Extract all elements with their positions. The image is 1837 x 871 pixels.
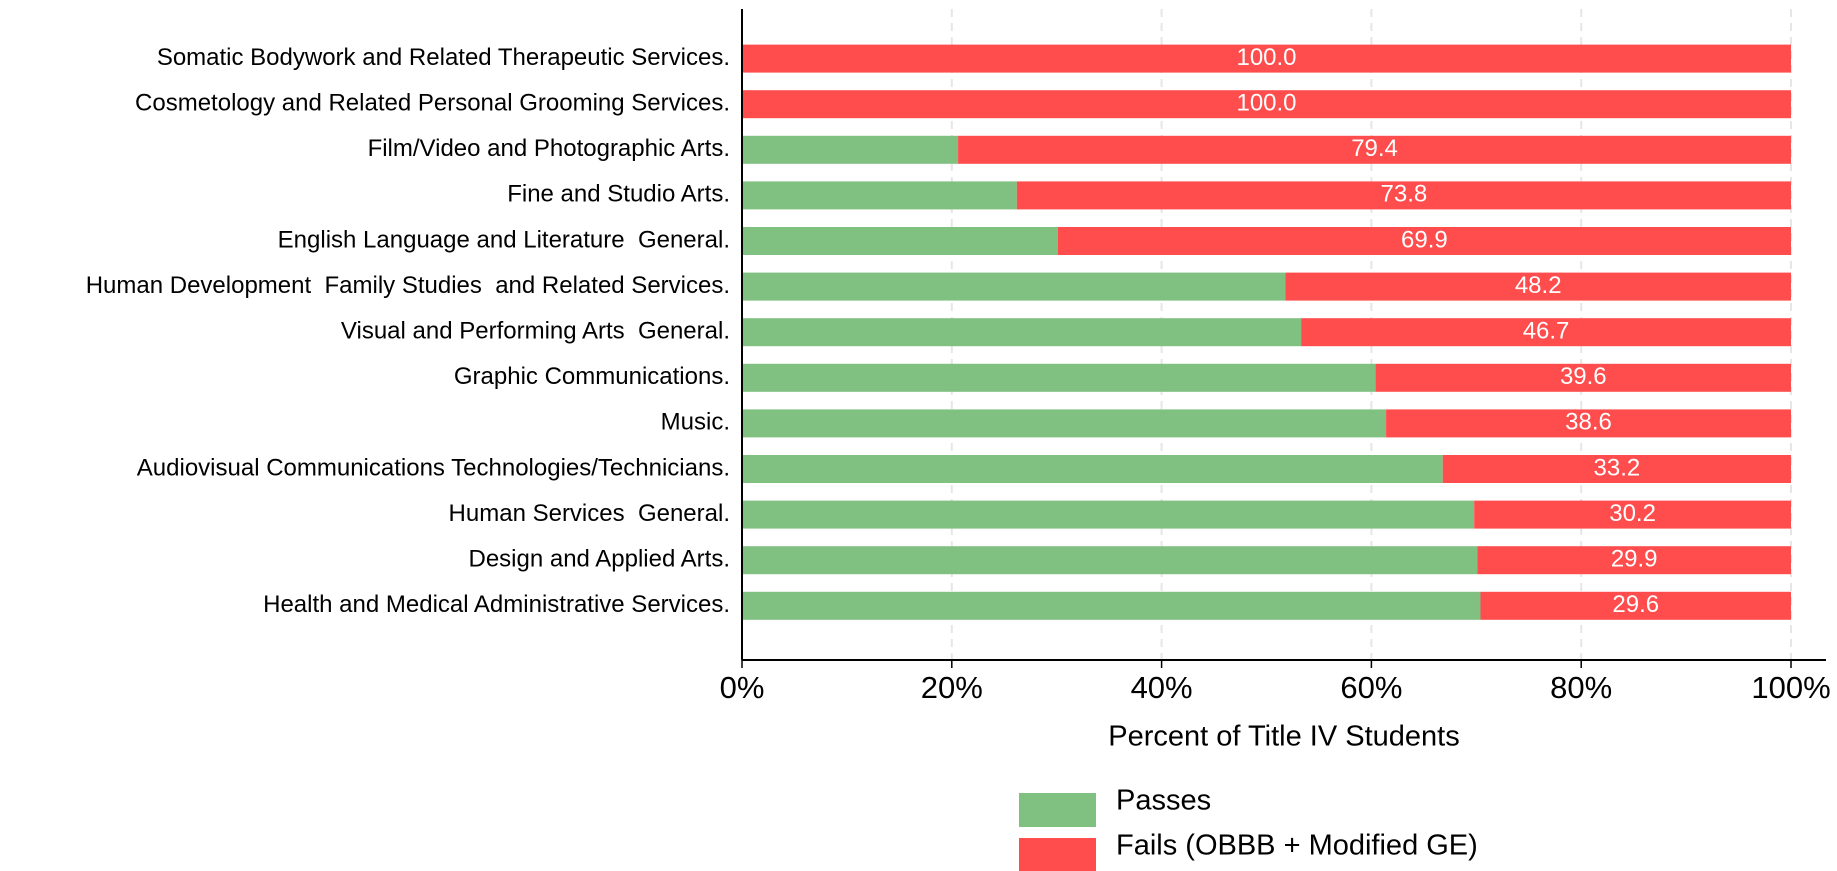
y-tick-label: Graphic Communications. [454, 363, 730, 390]
value-label: 39.6 [1560, 363, 1607, 390]
bar-segment [742, 272, 1286, 301]
bar-segment [742, 181, 1017, 210]
x-tick-label: 80% [1550, 670, 1612, 705]
legend-label: Passes [1116, 785, 1211, 817]
bar-segment [1375, 363, 1791, 392]
bar-segment [1301, 318, 1791, 347]
value-label: 29.6 [1612, 591, 1659, 618]
legend-swatch [1019, 793, 1096, 827]
bar-segment [742, 500, 1475, 529]
y-tick-label: Fine and Studio Arts. [507, 181, 730, 208]
value-label: 79.4 [1351, 135, 1398, 162]
bar-segment [1480, 591, 1791, 620]
bar-segment [742, 546, 1478, 575]
value-label: 30.2 [1609, 500, 1656, 527]
y-tick-label: Film/Video and Photographic Arts. [368, 135, 730, 162]
y-tick-label: Human Services General. [449, 500, 730, 527]
value-label: 100.0 [1236, 44, 1296, 71]
x-tick-label: 60% [1340, 670, 1402, 705]
x-tick-label: 40% [1131, 670, 1193, 705]
bar-segment [1016, 181, 1791, 210]
y-tick-label: Somatic Bodywork and Related Therapeutic… [157, 44, 730, 71]
value-label: 69.9 [1401, 226, 1448, 253]
y-tick-label: Human Development Family Studies and Rel… [86, 272, 730, 299]
value-label: 38.6 [1565, 409, 1612, 436]
value-label: 100.0 [1236, 90, 1296, 117]
value-label: 46.7 [1523, 318, 1570, 345]
y-tick-label: Audiovisual Communications Technologies/… [137, 454, 730, 481]
y-tick-label: Visual and Performing Arts General. [341, 318, 730, 345]
bar-segment [1477, 546, 1791, 575]
bar-segment [742, 227, 1058, 255]
value-label: 48.2 [1515, 272, 1562, 299]
bar-segment [1386, 409, 1791, 438]
bar-segment [742, 363, 1376, 392]
bar-segment [742, 409, 1387, 438]
value-label: 73.8 [1381, 181, 1428, 208]
bar-segment [1474, 500, 1791, 529]
bar-segment [742, 90, 1791, 119]
bar-segment [1057, 227, 1791, 255]
bar-segment [742, 591, 1481, 620]
x-tick-label: 20% [921, 670, 983, 705]
y-tick-label: Design and Applied Arts. [468, 546, 730, 573]
x-tick-label: 100% [1751, 670, 1830, 705]
y-tick-label: Health and Medical Administrative Servic… [263, 591, 730, 618]
bar-segment [742, 455, 1443, 483]
x-axis-title: Percent of Title IV Students [1108, 721, 1459, 753]
y-tick-label: Music. [661, 409, 730, 436]
legend-label: Fails (OBBB + Modified GE) [1116, 830, 1478, 862]
bar-segment [1442, 455, 1791, 483]
bar-segment [742, 135, 959, 164]
y-tick-label: English Language and Literature General. [278, 226, 730, 253]
bar-segment [742, 44, 1791, 73]
legend-swatch [1019, 838, 1096, 871]
value-label: 29.9 [1611, 546, 1658, 573]
x-tick-label: 0% [720, 670, 765, 705]
bar-segment [742, 318, 1302, 347]
bar-segment [958, 135, 1791, 164]
bar-segment [1285, 272, 1791, 301]
y-tick-label: Cosmetology and Related Personal Groomin… [135, 90, 730, 117]
value-label: 33.2 [1594, 454, 1641, 481]
